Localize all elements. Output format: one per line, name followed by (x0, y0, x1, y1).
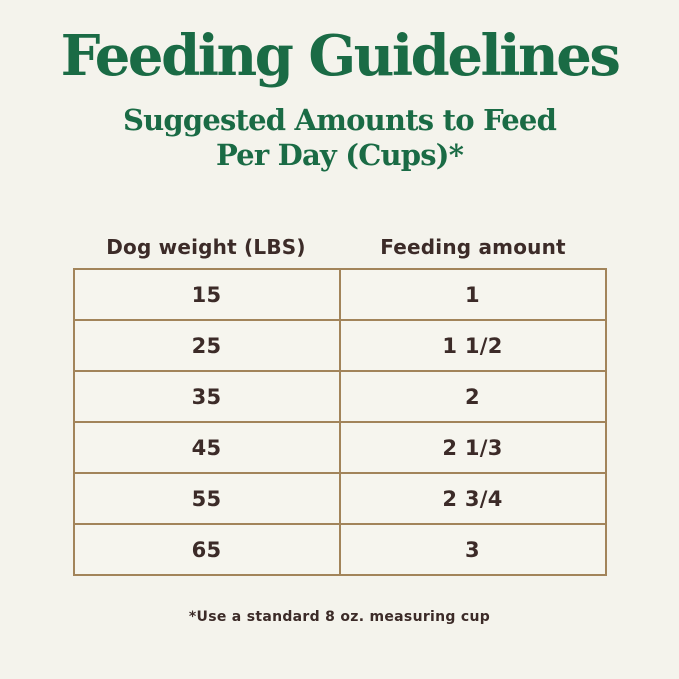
page-title: Feeding Guidelines (60, 23, 621, 89)
feeding-amount-cell: 1 1/2 (338, 319, 607, 372)
dog-weight-cell: 45 (72, 421, 341, 474)
feeding-table: 15 1 25 1 1/2 35 2 45 2 1/3 55 2 3/4 65 … (72, 268, 607, 576)
feeding-amount-cell: 1 (338, 268, 607, 321)
feeding-amount-cell: 3 (338, 523, 607, 576)
subtitle-line-1: Suggested Amounts to Feed (122, 103, 557, 137)
subtitle-line-2: Per Day (Cups)* (215, 138, 464, 172)
table-column-headers: Dog weight (LBS) Feeding amount (73, 235, 607, 259)
column-header-feeding-amount: Feeding amount (380, 235, 566, 259)
page-subtitle: Suggested Amounts to Feed Per Day (Cups)… (0, 103, 679, 173)
table-row: 55 2 3/4 (72, 472, 607, 525)
dog-weight-cell: 25 (72, 319, 341, 372)
feeding-amount-cell: 2 3/4 (338, 472, 607, 525)
table-row: 15 1 (72, 268, 607, 321)
feeding-amount-cell: 2 1/3 (338, 421, 607, 474)
dog-weight-cell: 35 (72, 370, 341, 423)
footnote: *Use a standard 8 oz. measuring cup (188, 609, 491, 625)
column-header-dog-weight: Dog weight (LBS) (106, 235, 306, 259)
table-row: 45 2 1/3 (72, 421, 607, 474)
dog-weight-cell: 65 (72, 523, 341, 576)
table-row: 25 1 1/2 (72, 319, 607, 372)
dog-weight-cell: 15 (72, 268, 341, 321)
dog-weight-cell: 55 (72, 472, 341, 525)
table-row: 65 3 (72, 523, 607, 576)
feeding-amount-cell: 2 (338, 370, 607, 423)
table-row: 35 2 (72, 370, 607, 423)
